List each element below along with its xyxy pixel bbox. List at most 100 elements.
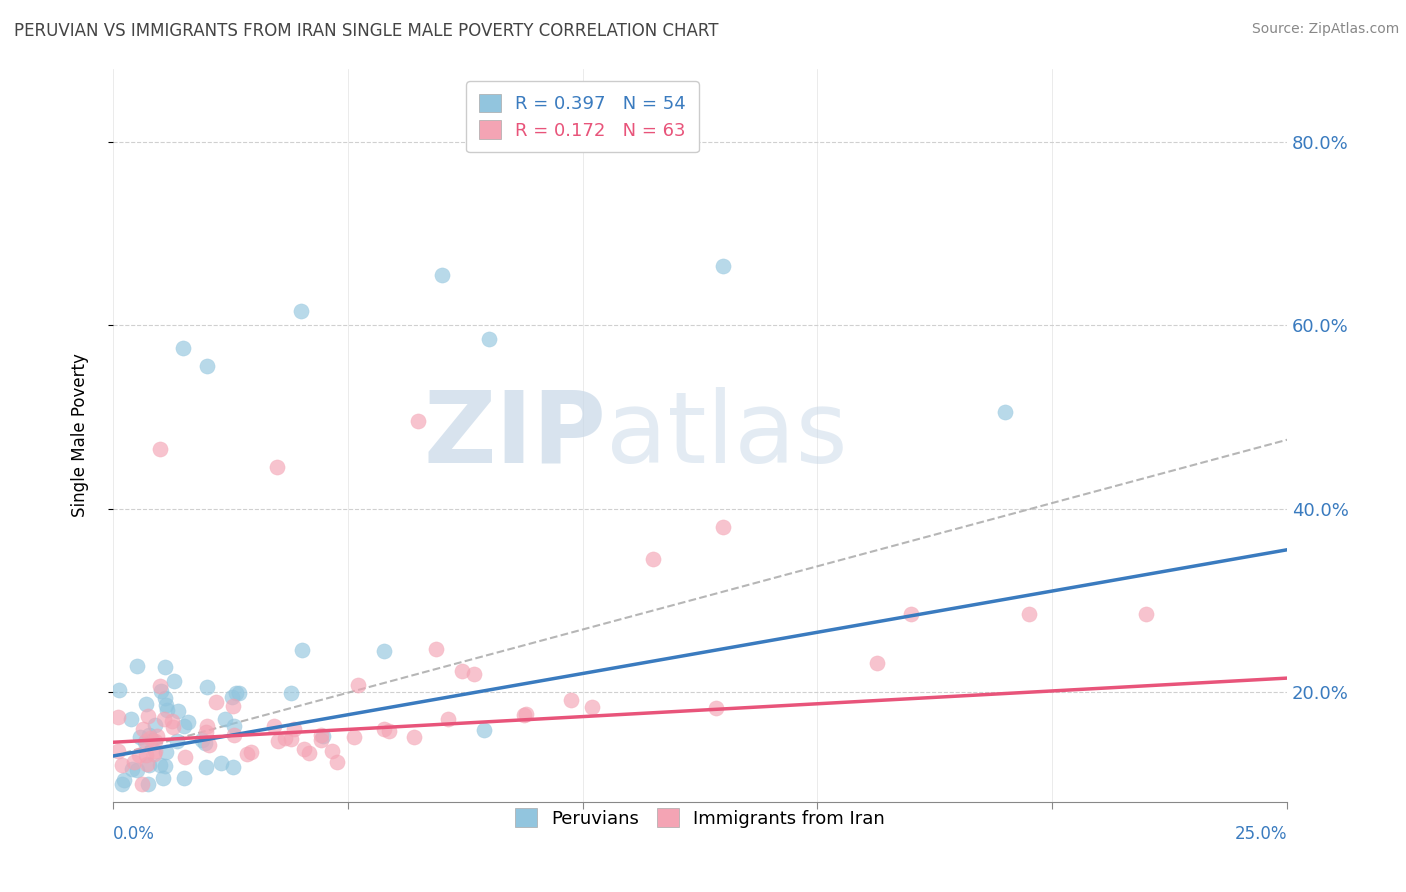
Point	[107, 710, 129, 724]
Point	[209, 756, 232, 771]
Point	[240, 745, 263, 759]
Text: atlas: atlas	[606, 387, 848, 483]
Point	[107, 744, 129, 758]
Point	[143, 734, 166, 748]
Point	[136, 709, 159, 723]
Point	[128, 747, 150, 762]
Point	[149, 442, 172, 456]
Point	[124, 756, 146, 770]
Point	[866, 656, 889, 670]
Point	[135, 734, 157, 748]
Point	[222, 699, 245, 714]
Point	[373, 723, 395, 737]
Point	[235, 747, 257, 761]
Point	[149, 679, 172, 693]
Point	[222, 759, 245, 773]
Point	[326, 755, 349, 769]
Point	[267, 734, 290, 748]
Point	[280, 731, 302, 746]
Point	[321, 744, 343, 758]
Point	[1135, 607, 1157, 621]
Point	[513, 707, 536, 722]
Point	[222, 728, 245, 742]
Point	[194, 736, 217, 750]
Point	[214, 712, 236, 726]
Point	[291, 643, 314, 657]
Text: 25.0%: 25.0%	[1234, 825, 1286, 843]
Point	[111, 776, 134, 790]
Point	[135, 747, 157, 762]
Text: Source: ZipAtlas.com: Source: ZipAtlas.com	[1251, 22, 1399, 37]
Point	[425, 642, 447, 657]
Point	[111, 758, 134, 772]
Point	[127, 763, 149, 777]
Point	[173, 719, 195, 733]
Point	[994, 405, 1017, 419]
Point	[120, 712, 142, 726]
Point	[713, 520, 735, 534]
Point	[143, 718, 166, 732]
Point	[145, 729, 167, 743]
Point	[515, 707, 537, 722]
Point	[173, 750, 195, 764]
Point	[152, 712, 174, 726]
Point	[221, 690, 243, 704]
Point	[402, 730, 425, 744]
Point	[143, 743, 166, 757]
Point	[560, 692, 582, 706]
Point	[112, 772, 135, 787]
Point	[155, 745, 177, 759]
Point	[172, 341, 194, 355]
Point	[195, 359, 218, 374]
Point	[198, 738, 221, 752]
Legend: Peruvians, Immigrants from Iran: Peruvians, Immigrants from Iran	[506, 799, 894, 837]
Point	[373, 644, 395, 658]
Text: ZIP: ZIP	[423, 387, 606, 483]
Point	[156, 703, 179, 717]
Point	[163, 674, 186, 689]
Point	[195, 680, 218, 694]
Point	[713, 259, 735, 273]
Text: 0.0%: 0.0%	[112, 825, 155, 843]
Point	[134, 698, 156, 712]
Point	[378, 724, 401, 739]
Point	[266, 460, 288, 475]
Point	[129, 731, 152, 745]
Point	[194, 724, 217, 739]
Point	[152, 771, 174, 785]
Point	[472, 723, 495, 738]
Y-axis label: Single Male Poverty: Single Male Poverty	[72, 353, 89, 517]
Point	[430, 268, 453, 282]
Point	[204, 695, 226, 709]
Point	[136, 757, 159, 772]
Point	[160, 714, 183, 728]
Point	[134, 735, 156, 749]
Point	[280, 686, 302, 700]
Point	[162, 720, 184, 734]
Point	[283, 722, 305, 736]
Point	[195, 760, 218, 774]
Point	[641, 552, 664, 566]
Point	[343, 730, 366, 744]
Point	[153, 660, 176, 674]
Point	[132, 723, 155, 737]
Point	[704, 700, 727, 714]
Point	[1018, 607, 1040, 621]
Point	[312, 729, 335, 743]
Point	[463, 667, 485, 681]
Point	[222, 719, 245, 733]
Point	[190, 733, 212, 747]
Point	[149, 684, 172, 698]
Point	[139, 731, 162, 745]
Point	[309, 733, 332, 747]
Point	[107, 682, 129, 697]
Point	[143, 747, 166, 761]
Point	[263, 719, 285, 733]
Point	[177, 714, 200, 729]
Point	[131, 776, 153, 790]
Point	[347, 677, 370, 691]
Point	[166, 734, 188, 748]
Text: PERUVIAN VS IMMIGRANTS FROM IRAN SINGLE MALE POVERTY CORRELATION CHART: PERUVIAN VS IMMIGRANTS FROM IRAN SINGLE …	[14, 22, 718, 40]
Point	[141, 732, 163, 747]
Point	[406, 414, 429, 428]
